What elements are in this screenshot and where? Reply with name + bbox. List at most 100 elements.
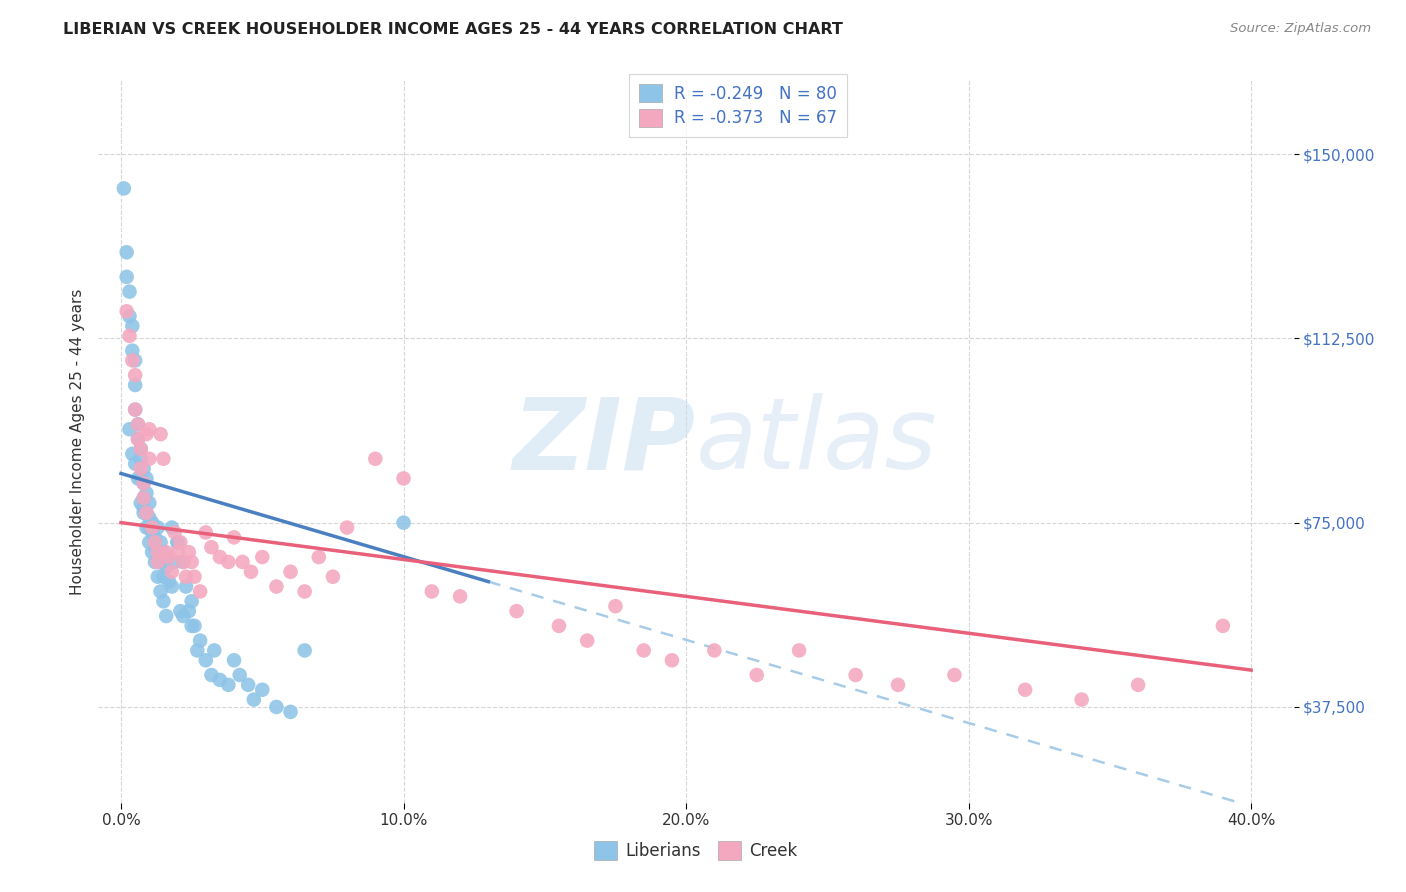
Point [200, 668, 222, 682]
Point [240, 565, 263, 579]
Point [194, 653, 217, 667]
Legend: Liberians, Creek: Liberians, Creek [588, 835, 804, 867]
Point [141, 545, 163, 559]
Point [172, 555, 194, 569]
Point [149, 584, 172, 599]
Point [138, 451, 160, 466]
Point [243, 692, 266, 706]
Point [129, 451, 152, 466]
Point [121, 343, 143, 358]
Point [149, 427, 172, 442]
Point [228, 668, 250, 682]
Point [124, 353, 146, 368]
Point [180, 594, 202, 608]
Point [143, 540, 166, 554]
Point [135, 520, 157, 534]
Point [138, 422, 160, 436]
Point [146, 570, 169, 584]
Point [661, 653, 683, 667]
Point [160, 565, 183, 579]
Point [135, 506, 157, 520]
Point [132, 500, 155, 515]
Point [152, 451, 174, 466]
Point [124, 457, 146, 471]
Point [124, 402, 146, 417]
Point [118, 285, 141, 299]
Point [252, 549, 274, 564]
Point [166, 545, 188, 559]
Point [132, 461, 155, 475]
Point [163, 555, 186, 569]
Point [208, 673, 231, 687]
Point [127, 432, 149, 446]
Point [222, 530, 245, 544]
Point [177, 545, 200, 559]
Point [294, 643, 316, 657]
Point [163, 525, 186, 540]
Point [121, 319, 143, 334]
Point [138, 496, 160, 510]
Point [141, 525, 163, 540]
Point [124, 368, 146, 383]
Point [149, 555, 172, 569]
Point [200, 540, 222, 554]
Point [186, 643, 208, 657]
Point [576, 633, 599, 648]
Point [1014, 682, 1036, 697]
Point [294, 584, 316, 599]
Point [605, 599, 627, 614]
Point [222, 653, 245, 667]
Point [420, 584, 443, 599]
Point [135, 471, 157, 485]
Point [143, 535, 166, 549]
Point [183, 570, 205, 584]
Point [703, 643, 725, 657]
Point [252, 682, 274, 697]
Point [1070, 692, 1092, 706]
Point [129, 471, 152, 485]
Point [146, 545, 169, 559]
Point [115, 269, 138, 284]
Point [217, 678, 239, 692]
Point [174, 580, 197, 594]
Point [160, 520, 183, 534]
Point [127, 471, 149, 485]
Point [138, 510, 160, 524]
Point [127, 417, 149, 432]
Point [138, 520, 160, 534]
Point [231, 555, 253, 569]
Point [157, 574, 180, 589]
Point [238, 678, 260, 692]
Point [115, 245, 138, 260]
Point [322, 570, 344, 584]
Point [132, 476, 155, 491]
Y-axis label: Householder Income Ages 25 - 44 years: Householder Income Ages 25 - 44 years [69, 288, 84, 595]
Point [364, 451, 387, 466]
Point [155, 545, 177, 559]
Point [266, 580, 288, 594]
Point [449, 590, 471, 604]
Point [943, 668, 966, 682]
Point [132, 491, 155, 505]
Point [127, 417, 149, 432]
Point [548, 619, 571, 633]
Text: ZIP: ZIP [513, 393, 696, 490]
Point [118, 422, 141, 436]
Point [505, 604, 527, 618]
Point [141, 520, 163, 534]
Point [177, 604, 200, 618]
Point [146, 555, 169, 569]
Text: Source: ZipAtlas.com: Source: ZipAtlas.com [1230, 22, 1371, 36]
Point [129, 442, 152, 456]
Point [152, 594, 174, 608]
Point [138, 535, 160, 549]
Point [129, 442, 152, 456]
Point [1212, 619, 1234, 633]
Point [152, 545, 174, 559]
Point [887, 678, 910, 692]
Point [146, 545, 169, 559]
Point [217, 555, 239, 569]
Point [157, 549, 180, 564]
Point [118, 309, 141, 323]
Text: atlas: atlas [696, 393, 938, 490]
